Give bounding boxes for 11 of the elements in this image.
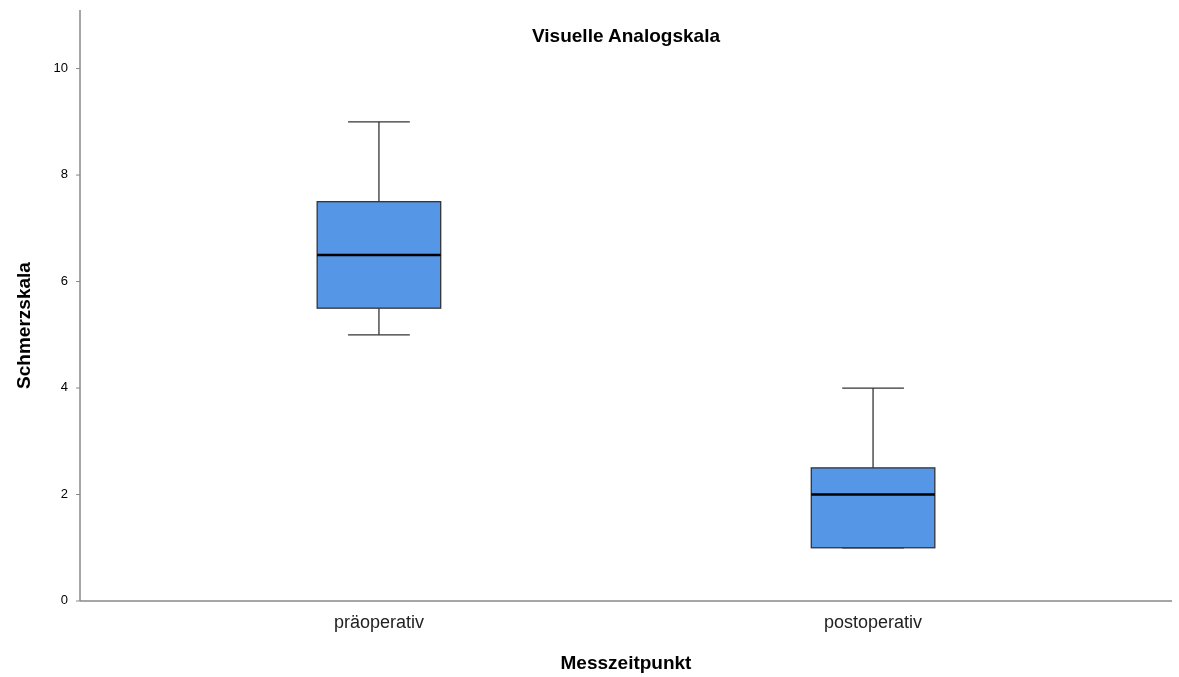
x-tick-label: präoperativ	[333, 612, 424, 632]
y-tick-label: 2	[60, 485, 68, 501]
x-tick-label: postoperativ	[824, 612, 923, 632]
y-tick-label: 4	[60, 379, 68, 395]
text: Visuelle Analogskala	[532, 25, 721, 46]
y-tick-label: 8	[60, 166, 68, 182]
y-tick-label: 0	[60, 592, 68, 608]
y-axis-title: Schmerzskala	[13, 261, 34, 389]
y-tick-label: 10	[53, 60, 68, 76]
y-tick-label: 6	[60, 272, 68, 288]
x-axis-title: Messzeitpunkt	[560, 652, 693, 673]
